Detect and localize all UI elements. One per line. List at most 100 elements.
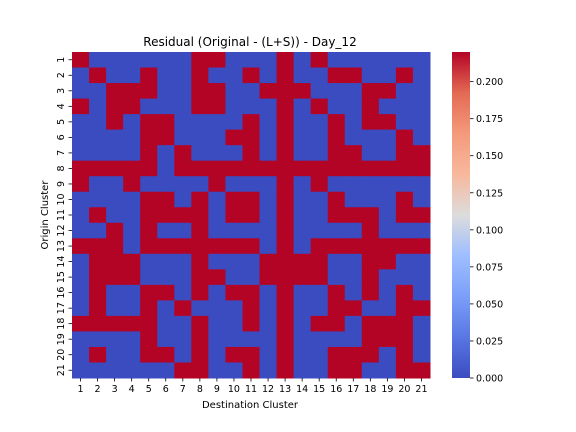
heatmap-cell: [208, 160, 226, 177]
heatmap-cell: [106, 269, 124, 286]
heatmap-cell: [395, 362, 414, 379]
heatmap-cell: [395, 222, 414, 239]
heatmap-cell: [89, 129, 107, 146]
heatmap-cell: [123, 145, 141, 162]
heatmap-cell: [191, 67, 209, 84]
heatmap-cell: [72, 331, 90, 348]
heatmap-cell: [361, 207, 380, 224]
heatmap-cell: [276, 362, 295, 379]
heatmap-cell: [412, 253, 431, 270]
heatmap-cell: [242, 98, 261, 115]
heatmap-cell: [72, 346, 90, 363]
heatmap-cell: [378, 98, 397, 115]
heatmap-cell: [361, 222, 380, 239]
heatmap-cell: [242, 145, 261, 162]
heatmap-cell: [242, 114, 261, 131]
heatmap-cell: [140, 238, 158, 255]
heatmap-cell: [293, 114, 312, 131]
colorbar-tick-label: 0.050: [476, 299, 503, 310]
heatmap-cell: [327, 114, 346, 131]
heatmap-cell: [140, 207, 158, 224]
chart-title: Residual (Original - (L+S)) - Day_12: [143, 35, 356, 49]
heatmap-cell: [123, 191, 141, 208]
heatmap-cell: [72, 114, 90, 131]
heatmap-cell: [72, 207, 90, 224]
heatmap-cell: [327, 129, 346, 146]
x-tick-label: 9: [214, 384, 220, 395]
heatmap-cell: [327, 160, 346, 177]
heatmap-cell: [327, 98, 346, 115]
heatmap-cell: [72, 145, 90, 162]
heatmap-cell: [276, 331, 295, 348]
heatmap-cell: [140, 331, 158, 348]
heatmap-cell: [242, 362, 261, 379]
heatmap-cell: [259, 269, 278, 286]
heatmap-cell: [106, 362, 124, 379]
heatmap-cell: [259, 253, 278, 270]
heatmap-cell: [310, 284, 329, 301]
heatmap-cell: [327, 176, 346, 193]
heatmap-cell: [123, 207, 141, 224]
heatmap-cell: [259, 145, 278, 162]
heatmap-cell: [242, 331, 261, 348]
colorbar-tick-label: 0.000: [476, 374, 503, 385]
heatmap-cell: [225, 253, 243, 270]
heatmap-cell: [276, 98, 295, 115]
heatmap-cell: [293, 315, 312, 332]
y-tick-label: 14: [56, 256, 67, 268]
heatmap-cell: [276, 114, 295, 131]
heatmap-cell: [106, 160, 124, 177]
colorbar: [452, 52, 470, 378]
heatmap-cell: [327, 284, 346, 301]
heatmap-cell: [378, 222, 397, 239]
heatmap-cell: [276, 129, 295, 146]
heatmap-cell: [395, 269, 414, 286]
heatmap-cell: [106, 346, 124, 363]
heatmap-cell: [140, 176, 158, 193]
heatmap-cell: [344, 160, 363, 177]
heatmap-cell: [344, 67, 363, 84]
y-tick-label: 18: [56, 318, 67, 330]
heatmap-cell: [106, 222, 124, 239]
heatmap-cell: [225, 300, 243, 317]
heatmap-cell: [140, 98, 158, 115]
heatmap-cell: [123, 160, 141, 177]
heatmap-cell: [157, 52, 175, 69]
heatmap-cell: [140, 222, 158, 239]
heatmap-cell: [327, 253, 346, 270]
heatmap-cell: [157, 222, 175, 239]
x-tick-label: 4: [129, 384, 135, 395]
heatmap-cell: [123, 129, 141, 146]
heatmap-cell: [276, 315, 295, 332]
heatmap-cell: [72, 362, 90, 379]
heatmap-cell: [208, 284, 226, 301]
heatmap-cell: [327, 269, 346, 286]
heatmap-cell: [327, 315, 346, 332]
heatmap-cell: [157, 176, 175, 193]
heatmap-cell: [208, 331, 226, 348]
colorbar-tick-label: 0.025: [476, 336, 503, 347]
heatmap-cell: [310, 98, 329, 115]
heatmap-cell: [259, 238, 278, 255]
heatmap-cell: [123, 284, 141, 301]
heatmap-cell: [276, 160, 295, 177]
heatmap-cell: [140, 114, 158, 131]
y-tick-label: 9: [56, 181, 67, 187]
heatmap-cell: [378, 52, 397, 69]
heatmap-cell: [259, 67, 278, 84]
heatmap-cell: [395, 207, 414, 224]
heatmap-cell: [89, 346, 107, 363]
heatmap-cell: [412, 331, 431, 348]
heatmap-cell: [310, 331, 329, 348]
heatmap-cell: [310, 253, 329, 270]
heatmap-cell: [378, 191, 397, 208]
heatmap-cell: [225, 114, 243, 131]
heatmap-cell: [412, 67, 431, 84]
heatmap-cell: [395, 114, 414, 131]
heatmap-cell: [191, 176, 209, 193]
heatmap-cell: [140, 346, 158, 363]
heatmap-cell: [344, 52, 363, 69]
heatmap-cell: [106, 284, 124, 301]
heatmap-cell: [361, 160, 380, 177]
heatmap-cell: [208, 269, 226, 286]
